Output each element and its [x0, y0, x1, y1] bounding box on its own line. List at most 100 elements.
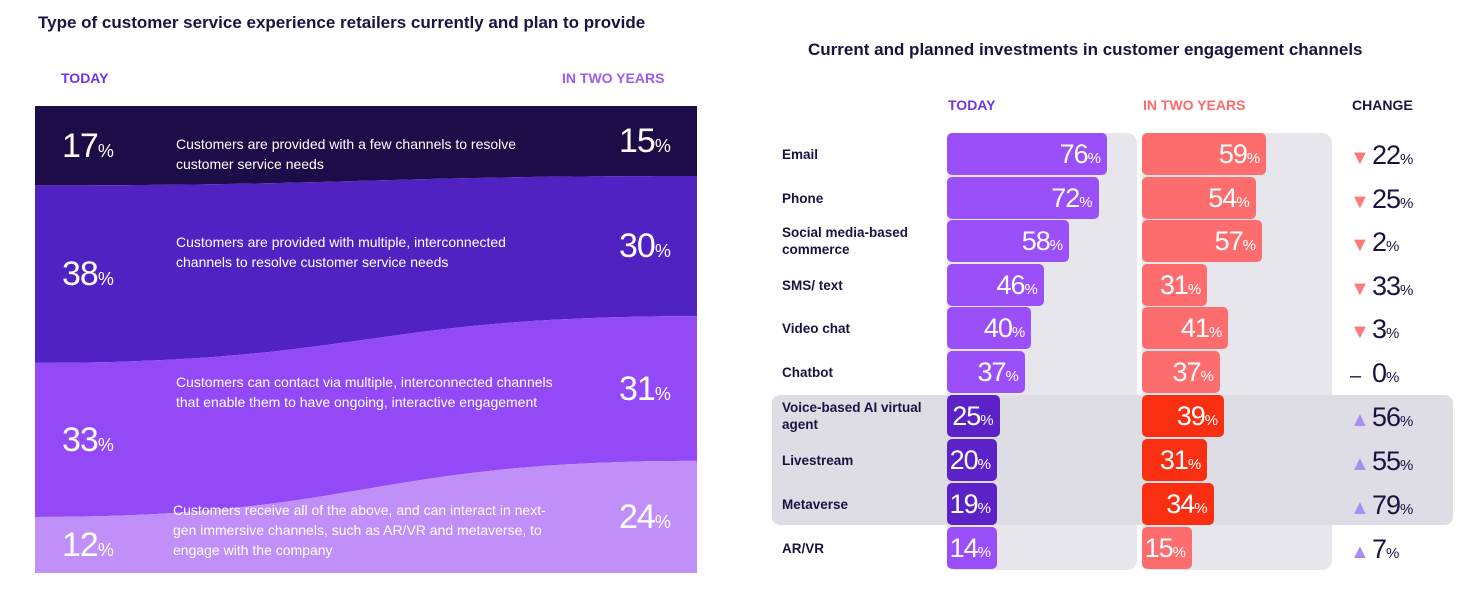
change-chatbot: –0% — [1350, 360, 1399, 387]
up-triangle-icon: ▲ — [1350, 409, 1370, 431]
today-bar-video-chat-pct-symbol: % — [1011, 324, 1026, 341]
future-bar-social-media-based-commerce: 57% — [1142, 220, 1262, 262]
future-bar-video-chat-pct-symbol: % — [1208, 324, 1223, 341]
change-phone: ▼25% — [1350, 186, 1413, 213]
change-voice-based-ai-virtual-agent-value: 56 — [1372, 402, 1401, 432]
future-bar-ar-vr-value: 15 — [1144, 533, 1174, 563]
band-2-future-pct-symbol: % — [654, 241, 671, 262]
change-social-media-based-commerce-value: 2 — [1372, 227, 1387, 257]
band-4-future-value: 24 — [619, 497, 656, 536]
today-bar-livestream-pct-symbol: % — [977, 456, 991, 473]
band-1-today-pct-symbol: % — [97, 140, 114, 161]
today-bar-email: 76% — [947, 133, 1107, 175]
change-metaverse: ▲79% — [1350, 492, 1413, 519]
channel-label-metaverse: Metaverse — [782, 496, 849, 512]
band-2-description: Customers are provided with multiple, in… — [176, 234, 506, 270]
future-bar-voice-based-ai-virtual-agent-pct-symbol: % — [1204, 412, 1219, 429]
change-livestream-value: 55 — [1372, 446, 1401, 476]
future-bar-phone-value: 54 — [1208, 183, 1237, 213]
change-video-chat-pct-symbol: % — [1386, 325, 1400, 342]
today-bar-chatbot: 37% — [947, 351, 1025, 393]
band-4-description: Customers receive all of the above, and … — [173, 502, 546, 558]
band-3-today-pct-symbol: % — [97, 434, 114, 455]
right-change-header: CHANGE — [1352, 97, 1413, 113]
today-bar-metaverse: 19% — [947, 483, 997, 525]
band-1-future-value: 15 — [619, 122, 656, 161]
channel-label-ar-vr: AR/VR — [782, 540, 825, 556]
band-1-today: 17% — [62, 129, 114, 163]
band-1-future-pct-symbol: % — [654, 136, 671, 157]
change-sms-text-pct-symbol: % — [1400, 282, 1414, 299]
right-today-header: TODAY — [948, 97, 996, 113]
future-bar-livestream-pct-symbol: % — [1187, 456, 1202, 473]
change-voice-based-ai-virtual-agent: ▲56% — [1350, 404, 1413, 431]
down-triangle-icon: ▼ — [1350, 321, 1370, 343]
future-bar-sms-text-pct-symbol: % — [1187, 281, 1202, 298]
band-4-future: 24% — [619, 500, 671, 534]
future-bar-chatbot-value: 37 — [1172, 357, 1202, 387]
today-bar-email-pct-symbol: % — [1087, 150, 1101, 167]
today-bar-livestream-value: 20 — [949, 445, 979, 475]
today-bar-phone-pct-symbol: % — [1079, 194, 1093, 211]
today-bar-social-media-based-commerce-pct-symbol: % — [1049, 237, 1064, 254]
today-bar-phone-value: 72 — [1051, 183, 1080, 213]
band-4-today-pct-symbol: % — [97, 539, 114, 560]
band-3-today-value: 33 — [62, 420, 99, 459]
channel-label-social-media-based-commerce: Social media-based commerce — [782, 225, 909, 257]
change-sms-text-value: 33 — [1372, 271, 1401, 301]
today-bar-metaverse-value: 19 — [949, 489, 979, 519]
area-band-1 — [35, 106, 697, 186]
change-metaverse-pct-symbol: % — [1400, 501, 1414, 518]
today-bar-social-media-based-commerce: 58% — [947, 220, 1070, 262]
right-chart-title: Current and planned investments in custo… — [808, 40, 1363, 59]
future-bar-social-media-based-commerce-pct-symbol: % — [1242, 237, 1256, 254]
band-3-future: 31% — [619, 372, 671, 406]
channel-label-video-chat: Video chat — [782, 320, 851, 336]
down-triangle-icon: ▼ — [1350, 191, 1370, 213]
today-bar-phone: 72% — [947, 177, 1099, 219]
change-phone-pct-symbol: % — [1400, 195, 1414, 212]
today-bar-social-media-based-commerce-value: 58 — [1021, 226, 1051, 256]
up-triangle-icon: ▲ — [1350, 541, 1370, 563]
channel-label-chatbot: Chatbot — [782, 364, 833, 380]
today-bar-metaverse-pct-symbol: % — [977, 500, 991, 517]
channel-label-livestream: Livestream — [782, 452, 854, 468]
band-3-future-pct-symbol: % — [654, 383, 671, 404]
band-3-today: 33% — [62, 423, 114, 457]
right-future-header: IN TWO YEARS — [1143, 97, 1246, 113]
today-bar-email-value: 76 — [1059, 139, 1089, 169]
future-bar-ar-vr-pct-symbol: % — [1172, 544, 1186, 561]
change-email: ▼22% — [1350, 142, 1413, 169]
future-bar-email-value: 59 — [1218, 139, 1248, 169]
change-social-media-based-commerce: ▼2% — [1350, 229, 1399, 256]
band-1-today-value: 17 — [62, 126, 99, 165]
band-3-future-value: 31 — [619, 369, 656, 408]
left-future-header: IN TWO YEARS — [562, 70, 665, 86]
future-bar-metaverse: 34% — [1142, 483, 1214, 525]
future-bar-ar-vr: 15% — [1142, 527, 1192, 569]
future-bar-voice-based-ai-virtual-agent-value: 39 — [1176, 401, 1206, 431]
change-livestream-pct-symbol: % — [1400, 457, 1414, 474]
channel-label-sms-text: SMS/ text — [782, 277, 843, 293]
change-metaverse-value: 79 — [1372, 490, 1401, 520]
today-bar-ar-vr: 14% — [947, 527, 997, 569]
today-bar-sms-text-value: 46 — [996, 270, 1025, 300]
future-bar-chatbot-pct-symbol: % — [1200, 368, 1214, 385]
future-bar-livestream: 31% — [1142, 439, 1208, 481]
today-bar-voice-based-ai-virtual-agent: 25% — [947, 395, 1000, 437]
future-bar-sms-text: 31% — [1142, 264, 1208, 306]
change-ar-vr-pct-symbol: % — [1386, 545, 1400, 562]
future-bar-phone-pct-symbol: % — [1236, 194, 1250, 211]
band-4-future-pct-symbol: % — [654, 511, 671, 532]
down-triangle-icon: ▼ — [1350, 147, 1370, 169]
change-chatbot-pct-symbol: % — [1386, 369, 1400, 386]
down-triangle-icon: ▼ — [1350, 234, 1370, 256]
band-3-description: Customers can contact via multiple, inte… — [176, 374, 553, 410]
future-bar-sms-text-value: 31 — [1159, 270, 1189, 300]
band-2-today-value: 38 — [62, 255, 99, 294]
change-livestream: ▲55% — [1350, 448, 1413, 475]
area-band-4 — [35, 460, 697, 573]
today-bar-voice-based-ai-virtual-agent-value: 25 — [952, 401, 981, 431]
channel-label-phone: Phone — [782, 190, 824, 206]
future-bar-voice-based-ai-virtual-agent: 39% — [1142, 395, 1225, 437]
